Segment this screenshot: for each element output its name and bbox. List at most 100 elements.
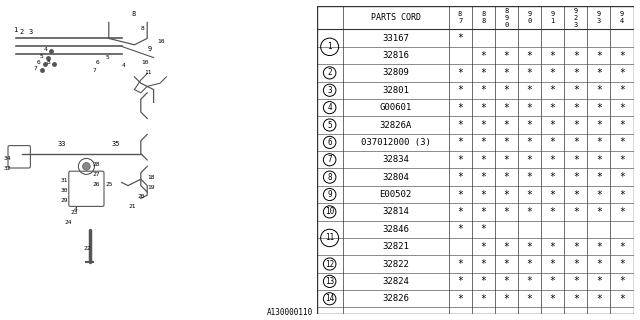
Text: *: *	[573, 120, 579, 130]
Text: *: *	[550, 242, 556, 252]
Text: *: *	[550, 68, 556, 78]
Text: 9
3: 9 3	[596, 12, 601, 24]
Text: *: *	[480, 51, 486, 60]
Text: *: *	[504, 85, 509, 95]
Text: 2: 2	[19, 28, 24, 35]
Text: *: *	[480, 85, 486, 95]
Text: 3: 3	[327, 86, 332, 95]
Text: 4: 4	[74, 207, 77, 212]
Text: 32809: 32809	[382, 68, 409, 77]
Text: *: *	[573, 155, 579, 165]
Text: *: *	[619, 155, 625, 165]
Text: 037012000 (3): 037012000 (3)	[360, 138, 431, 147]
Text: 4: 4	[44, 47, 47, 52]
Text: *: *	[619, 137, 625, 148]
Text: 33167: 33167	[382, 34, 409, 43]
Text: *: *	[619, 103, 625, 113]
Text: *: *	[596, 137, 602, 148]
Text: *: *	[480, 242, 486, 252]
Text: 26: 26	[93, 181, 100, 187]
Text: 6: 6	[327, 138, 332, 147]
Text: *: *	[504, 51, 509, 60]
Text: 5: 5	[327, 121, 332, 130]
Text: *: *	[550, 155, 556, 165]
Text: *: *	[480, 224, 486, 234]
Text: 8
8: 8 8	[481, 12, 485, 24]
Text: *: *	[573, 294, 579, 304]
Text: 32814: 32814	[382, 207, 409, 216]
Text: *: *	[550, 85, 556, 95]
Text: 19: 19	[147, 185, 155, 190]
Text: 25: 25	[106, 181, 113, 187]
Text: *: *	[457, 155, 463, 165]
Text: *: *	[457, 172, 463, 182]
Text: *: *	[596, 276, 602, 286]
Text: 11: 11	[325, 234, 334, 243]
Text: 10: 10	[157, 39, 164, 44]
Text: *: *	[527, 189, 532, 199]
Text: *: *	[596, 172, 602, 182]
Text: *: *	[457, 85, 463, 95]
Text: *: *	[480, 259, 486, 269]
Text: *: *	[504, 207, 509, 217]
Text: 5: 5	[40, 53, 44, 59]
Text: *: *	[596, 51, 602, 60]
Text: *: *	[457, 259, 463, 269]
Text: 1: 1	[13, 27, 17, 33]
Text: 32816: 32816	[382, 51, 409, 60]
Text: 4: 4	[327, 103, 332, 112]
Text: *: *	[550, 51, 556, 60]
Text: 32: 32	[3, 166, 11, 171]
Text: *: *	[527, 276, 532, 286]
Text: 5: 5	[106, 55, 109, 60]
Text: 22: 22	[83, 246, 91, 251]
Text: 32821: 32821	[382, 242, 409, 251]
Text: 9
1: 9 1	[550, 12, 555, 24]
Text: *: *	[619, 259, 625, 269]
Text: 8: 8	[131, 11, 136, 17]
Text: *: *	[550, 259, 556, 269]
Text: *: *	[619, 51, 625, 60]
Text: A130000110: A130000110	[268, 308, 314, 317]
Text: *: *	[504, 103, 509, 113]
Circle shape	[83, 163, 90, 170]
Text: 32834: 32834	[382, 155, 409, 164]
Text: *: *	[457, 276, 463, 286]
Text: 9: 9	[327, 190, 332, 199]
Text: *: *	[480, 120, 486, 130]
Text: *: *	[596, 259, 602, 269]
Text: 29: 29	[61, 197, 68, 203]
Text: *: *	[596, 103, 602, 113]
Text: *: *	[457, 33, 463, 43]
Text: 35: 35	[112, 140, 120, 147]
Text: *: *	[527, 259, 532, 269]
Text: *: *	[619, 120, 625, 130]
Text: *: *	[596, 120, 602, 130]
Text: *: *	[457, 207, 463, 217]
Text: 10: 10	[325, 207, 334, 216]
Text: *: *	[550, 189, 556, 199]
Text: *: *	[480, 68, 486, 78]
Text: *: *	[457, 294, 463, 304]
Text: 34: 34	[3, 156, 11, 161]
Text: *: *	[596, 294, 602, 304]
Text: G00601: G00601	[380, 103, 412, 112]
Text: 32846: 32846	[382, 225, 409, 234]
Text: 3: 3	[29, 28, 33, 35]
Text: *: *	[596, 189, 602, 199]
Text: *: *	[504, 259, 509, 269]
Text: *: *	[619, 242, 625, 252]
Text: 10: 10	[141, 60, 148, 65]
Text: *: *	[573, 103, 579, 113]
Text: *: *	[573, 259, 579, 269]
Text: 32826A: 32826A	[380, 121, 412, 130]
Text: *: *	[527, 242, 532, 252]
Text: *: *	[504, 120, 509, 130]
Text: 9
4: 9 4	[620, 12, 624, 24]
Text: 30: 30	[61, 188, 68, 193]
FancyBboxPatch shape	[8, 146, 30, 168]
Text: 27: 27	[93, 172, 100, 177]
Text: *: *	[457, 103, 463, 113]
Text: *: *	[619, 172, 625, 182]
FancyBboxPatch shape	[69, 171, 104, 206]
